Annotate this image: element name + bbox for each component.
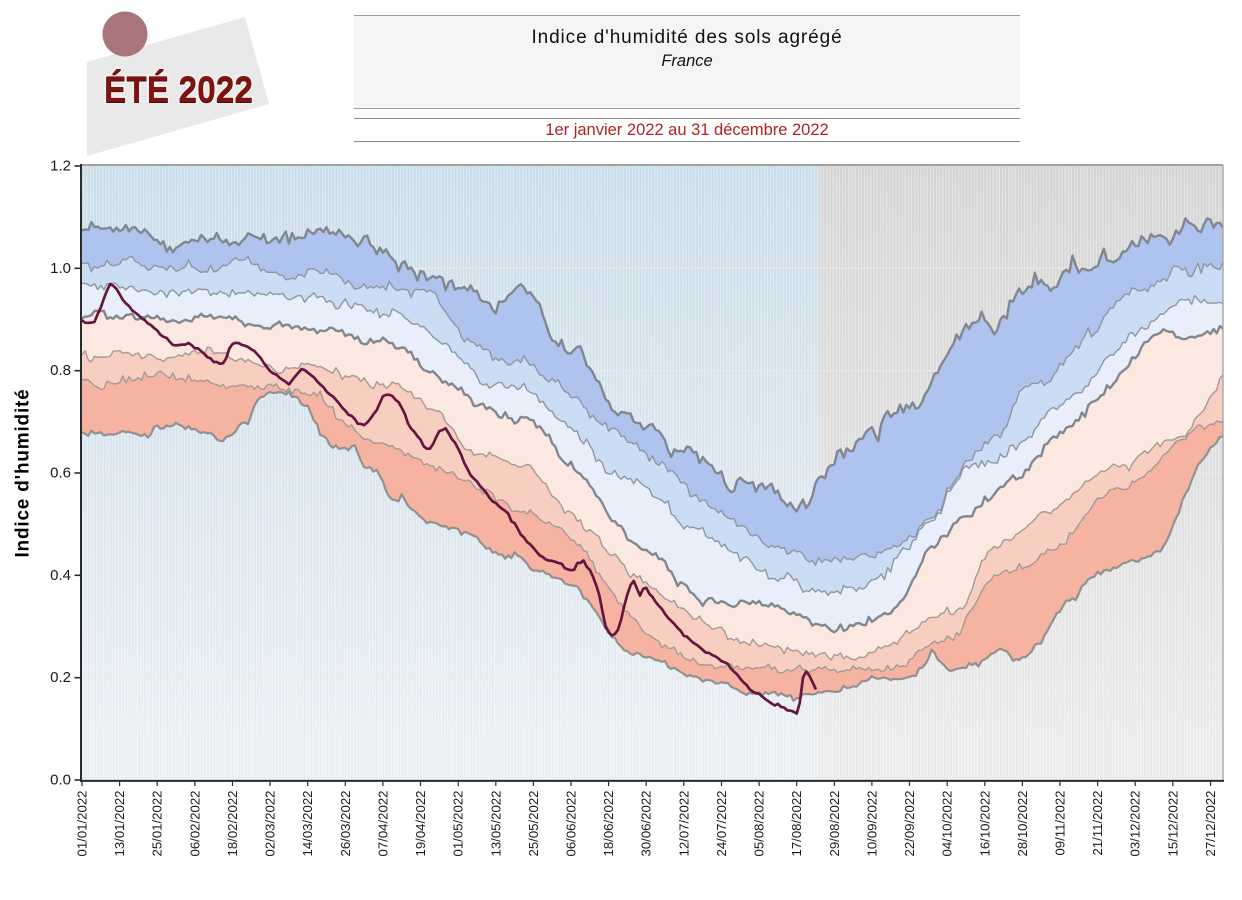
svg-text:16/10/2022: 16/10/2022: [977, 791, 992, 857]
svg-text:10/09/2022: 10/09/2022: [864, 791, 879, 857]
svg-text:01/05/2022: 01/05/2022: [451, 791, 466, 857]
svg-text:01/01/2022: 01/01/2022: [75, 791, 90, 857]
svg-text:22/09/2022: 22/09/2022: [902, 791, 917, 857]
svg-text:24/07/2022: 24/07/2022: [714, 791, 729, 857]
svg-text:25/01/2022: 25/01/2022: [150, 791, 165, 857]
svg-text:0.2: 0.2: [50, 669, 71, 686]
svg-text:1.0: 1.0: [50, 260, 71, 277]
svg-text:26/03/2022: 26/03/2022: [338, 791, 353, 857]
svg-text:25/05/2022: 25/05/2022: [526, 791, 541, 857]
svg-text:ÉTÉ 2022: ÉTÉ 2022: [104, 69, 253, 110]
svg-text:02/03/2022: 02/03/2022: [263, 791, 278, 857]
svg-text:17/08/2022: 17/08/2022: [789, 791, 804, 857]
svg-text:1.2: 1.2: [50, 158, 71, 175]
svg-text:Indice d'humidité: Indice d'humidité: [13, 388, 34, 557]
svg-text:14/03/2022: 14/03/2022: [300, 791, 315, 857]
svg-text:0.8: 0.8: [50, 362, 71, 379]
svg-text:19/04/2022: 19/04/2022: [413, 791, 428, 857]
svg-text:03/12/2022: 03/12/2022: [1128, 791, 1143, 857]
svg-text:13/01/2022: 13/01/2022: [112, 791, 127, 857]
svg-text:15/12/2022: 15/12/2022: [1165, 791, 1180, 857]
svg-text:21/11/2022: 21/11/2022: [1090, 791, 1105, 856]
svg-text:0.4: 0.4: [50, 567, 71, 584]
svg-text:13/05/2022: 13/05/2022: [488, 791, 503, 857]
svg-text:12/07/2022: 12/07/2022: [676, 791, 691, 857]
svg-text:07/04/2022: 07/04/2022: [375, 791, 390, 857]
svg-text:ÉTÉ 2022: ÉTÉ 2022: [104, 69, 253, 110]
svg-text:18/06/2022: 18/06/2022: [601, 791, 616, 857]
svg-text:09/11/2022: 09/11/2022: [1053, 791, 1068, 856]
svg-text:ÉTÉ 2022: ÉTÉ 2022: [104, 70, 253, 111]
svg-text:30/06/2022: 30/06/2022: [639, 791, 654, 857]
svg-text:06/06/2022: 06/06/2022: [564, 791, 579, 857]
svg-text:06/02/2022: 06/02/2022: [187, 791, 202, 857]
svg-text:27/12/2022: 27/12/2022: [1203, 791, 1218, 857]
svg-text:29/08/2022: 29/08/2022: [827, 791, 842, 857]
svg-text:04/10/2022: 04/10/2022: [940, 791, 955, 857]
svg-text:05/08/2022: 05/08/2022: [752, 791, 767, 857]
svg-text:0.6: 0.6: [50, 465, 71, 482]
svg-text:18/02/2022: 18/02/2022: [225, 791, 240, 857]
svg-text:0.0: 0.0: [50, 772, 71, 789]
svg-text:28/10/2022: 28/10/2022: [1015, 791, 1030, 857]
